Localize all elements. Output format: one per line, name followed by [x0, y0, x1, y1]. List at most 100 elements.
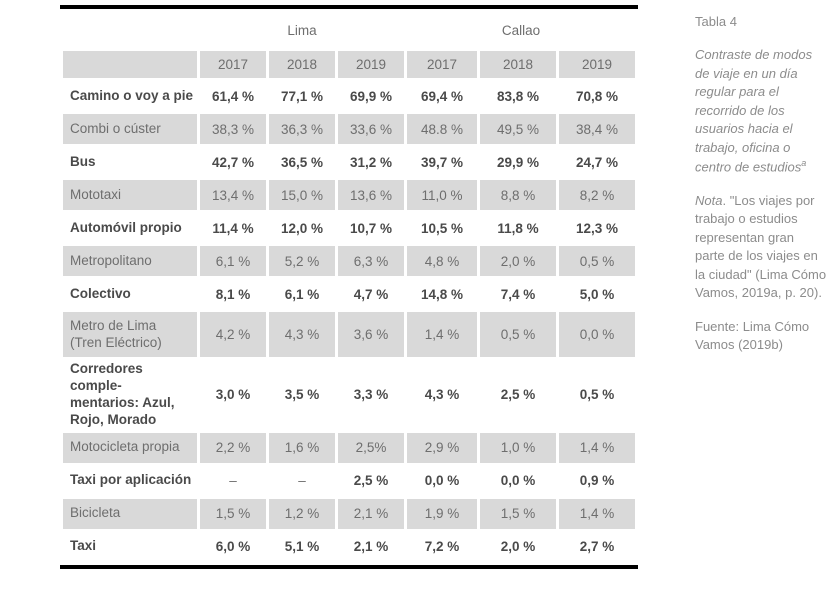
value-cell: 38,3 % — [200, 114, 266, 144]
value-cell: 4,7 % — [338, 279, 404, 309]
value-cell: 4,3 % — [407, 360, 477, 430]
value-cell: 6,0 % — [200, 531, 266, 562]
value-cell: 0,0 % — [407, 465, 477, 496]
value-cell: 38,4 % — [559, 114, 636, 144]
value-cell: 2,5 % — [338, 465, 404, 496]
table-row: Bus 42,7 % 36,5 % 31,2 % 39,7 % 29,9 % 24,7 % — [63, 147, 636, 177]
value-cell: 11,4 % — [200, 213, 266, 243]
value-cell: 69,9 % — [338, 81, 404, 111]
row-label: Corredores comple- mentarios: Azul, Rojo… — [63, 360, 197, 430]
value-cell: 24,7 % — [559, 147, 636, 177]
value-cell: 2,9 % — [407, 432, 477, 463]
value-cell: 12,0 % — [269, 213, 335, 243]
value-cell: 1,0 % — [480, 432, 556, 463]
value-cell: 8,1 % — [200, 279, 266, 309]
year-header: 2017 — [407, 51, 477, 78]
value-cell: 2,7 % — [559, 531, 636, 562]
value-cell: 4,8 % — [407, 246, 477, 276]
modes-table-container: Lima Callao 2017 2018 2019 2017 2018 201… — [60, 5, 639, 569]
table-row: Metropolitano 6,1 % 5,2 % 6,3 % 4,8 % 2,0 % 0,… — [63, 246, 636, 276]
value-cell: 49,5 % — [480, 114, 556, 144]
value-cell: 1,9 % — [407, 498, 477, 529]
value-cell: 0,5 % — [559, 360, 636, 430]
caption-footnote-marker: a — [801, 158, 807, 169]
value-cell: 31,2 % — [338, 147, 404, 177]
value-cell: 5,0 % — [559, 279, 636, 309]
value-cell: 13,6 % — [338, 180, 404, 210]
value-cell: 10,5 % — [407, 213, 477, 243]
year-header: 2018 — [480, 51, 556, 78]
value-cell: 4,2 % — [200, 312, 266, 357]
table-row: Combi o cúster 38,3 % 36,3 % 33,6 % 48.8 % 49… — [63, 114, 636, 144]
value-cell: 8,8 % — [480, 180, 556, 210]
year-header-row: 2017 2018 2019 2017 2018 2019 — [63, 51, 636, 78]
value-cell: 2,2 % — [200, 432, 266, 463]
row-label: Taxi por aplicación — [63, 465, 197, 496]
value-cell: 42,7 % — [200, 147, 266, 177]
value-cell: 2,1 % — [338, 531, 404, 562]
table-note: Nota. "Los viajes por trabajo o estudios… — [695, 192, 827, 303]
table-caption: Contraste de modos de viaje en un día re… — [695, 47, 813, 175]
value-cell: 1,4 % — [559, 432, 636, 463]
value-cell: 0,0 % — [480, 465, 556, 496]
value-cell: 11,8 % — [480, 213, 556, 243]
value-cell: 39,7 % — [407, 147, 477, 177]
travel-modes-table: Lima Callao 2017 2018 2019 2017 2018 201… — [60, 5, 639, 569]
value-cell: 1,4 % — [559, 498, 636, 529]
value-cell: 1,4 % — [407, 312, 477, 357]
row-label: Taxi — [63, 531, 197, 562]
table-row: Automóvil propio 11,4 % 12,0 % 10,7 % 10,5 %… — [63, 213, 636, 243]
value-cell: 36,3 % — [269, 114, 335, 144]
value-cell: 5,2 % — [269, 246, 335, 276]
value-cell: 2,5% — [338, 432, 404, 463]
value-cell: 8,2 % — [559, 180, 636, 210]
table-caption-sidebar: Tabla 4 Contraste de modos de viaje en u… — [695, 13, 827, 370]
year-header: 2019 — [559, 51, 636, 78]
value-cell: 7,4 % — [480, 279, 556, 309]
table-row: Bicicleta 1,5 % 1,2 % 2,1 % 1,9 % 1,5 % 1,4 % — [63, 498, 636, 529]
row-label: Automóvil propio — [63, 213, 197, 243]
table-row: Mototaxi 13,4 % 15,0 % 13,6 % 11,0 % 8,8 % 8,2… — [63, 180, 636, 210]
group-header-lima: Lima — [200, 12, 404, 48]
value-cell: 69,4 % — [407, 81, 477, 111]
value-cell: – — [269, 465, 335, 496]
row-label: Motocicleta propia — [63, 432, 197, 463]
table-number: Tabla 4 — [695, 14, 737, 29]
value-cell: 83,8 % — [480, 81, 556, 111]
note-label: Nota — [695, 192, 723, 208]
value-cell: 61,4 % — [200, 81, 266, 111]
table-row: Taxi por aplicación – –2,5 % 0,0 % 0,0 % 0,9 … — [63, 465, 636, 496]
table-row: Corredores comple- mentarios: Azul, Rojo… — [63, 360, 636, 430]
value-cell: 1,5 % — [480, 498, 556, 529]
row-label: Metropolitano — [63, 246, 197, 276]
value-cell: 2,5 % — [480, 360, 556, 430]
value-cell: 4,3 % — [269, 312, 335, 357]
row-label: Camino o voy a pie — [63, 81, 197, 111]
value-cell: 5,1 % — [269, 531, 335, 562]
value-cell: 0,0 % — [559, 312, 636, 357]
value-cell: 2,0 % — [480, 246, 556, 276]
year-header: 2019 — [338, 51, 404, 78]
value-cell: 1,5 % — [200, 498, 266, 529]
value-cell: 48.8 % — [407, 114, 477, 144]
value-cell: 6,1 % — [200, 246, 266, 276]
value-cell: 29,9 % — [480, 147, 556, 177]
year-header: 2017 — [200, 51, 266, 78]
group-header-spacer — [63, 12, 197, 48]
value-cell: 33,6 % — [338, 114, 404, 144]
table-row: Taxi 6,0 % 5,1 % 2,1 % 7,2 % 2,0 % 2,7 % — [63, 531, 636, 562]
value-cell: – — [200, 465, 266, 496]
table-row: Motocicleta propia 2,2 % 1,6 % 2,5% 2,9 % 1,0… — [63, 432, 636, 463]
value-cell: 3,3 % — [338, 360, 404, 430]
table-row: Metro de Lima (Tren Eléctrico) 4,2 % 4,3 %… — [63, 312, 636, 357]
value-cell: 77,1 % — [269, 81, 335, 111]
value-cell: 2,0 % — [480, 531, 556, 562]
row-label: Mototaxi — [63, 180, 197, 210]
year-header-spacer — [63, 51, 197, 78]
value-cell: 13,4 % — [200, 180, 266, 210]
table-row: Camino o voy a pie 61,4 % 77,1 % 69,9 % 69,4… — [63, 81, 636, 111]
row-label: Metro de Lima (Tren Eléctrico) — [63, 312, 197, 357]
row-label: Colectivo — [63, 279, 197, 309]
value-cell: 6,1 % — [269, 279, 335, 309]
